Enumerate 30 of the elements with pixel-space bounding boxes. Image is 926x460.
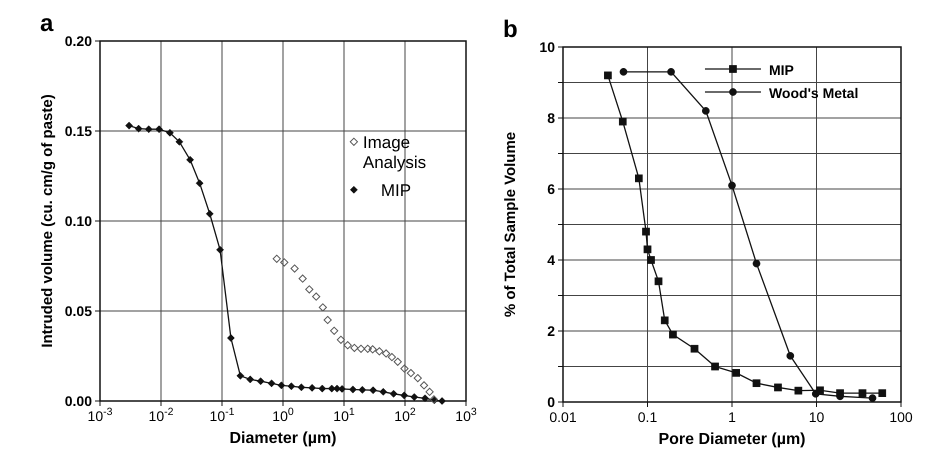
y-tick-label: 0.20 [64, 33, 92, 49]
x-tick-label: 10$^{2}$ [394, 406, 416, 424]
y-tick-label: 0 [547, 394, 556, 410]
y-axis-title: % of Total Sample Volume [502, 132, 519, 318]
x-tick-label: 100 [889, 409, 913, 425]
x-tick-label: 1 [728, 409, 736, 425]
x-tick-label: 10$^{0}$ [272, 406, 294, 424]
chart-title: b [503, 16, 518, 43]
y-axis-title: Intruded volume (cu. cm/g of paste) [39, 94, 56, 348]
y-tick-label: 0.00 [64, 393, 92, 409]
y-tick-label: 6 [547, 181, 556, 197]
x-tick-label: 10$^{-1}$ [210, 406, 235, 424]
legend-label: MIP [768, 62, 794, 78]
x-tick-label: 10$^{3}$ [455, 406, 477, 424]
x-tick-label: 10 [808, 409, 824, 425]
y-tick-label: 2 [547, 323, 556, 339]
y-tick-label: 0.15 [64, 123, 92, 139]
x-tick-label: 10$^{1}$ [333, 406, 355, 424]
y-tick-label: 10 [539, 39, 556, 55]
y-tick-label: 0.10 [64, 213, 92, 229]
chart-title: a [40, 10, 54, 37]
x-tick-label: 0.01 [549, 409, 577, 425]
x-axis-title: Pore Diameter (µm) [658, 431, 806, 448]
x-axis-title: Diameter (µm) [229, 430, 337, 447]
x-tick-label: 10$^{-3}$ [88, 406, 113, 424]
y-tick-label: 0.05 [64, 303, 92, 319]
y-tick-label: 4 [547, 252, 556, 268]
x-tick-label: 0.1 [638, 409, 658, 425]
y-tick-label: 8 [547, 110, 556, 126]
x-tick-label: 10$^{-2}$ [148, 406, 174, 424]
